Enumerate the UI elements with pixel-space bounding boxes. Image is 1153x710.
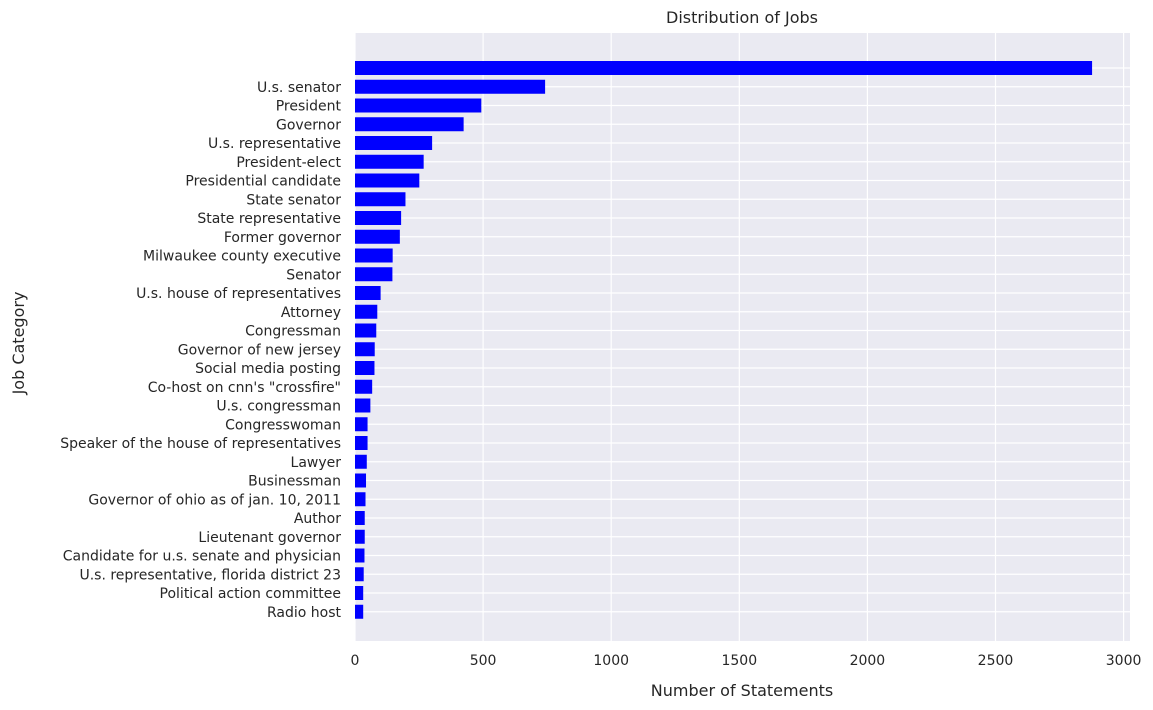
y-tick-label: State senator [246, 192, 341, 208]
y-tick-label: Senator [286, 267, 341, 283]
x-tick-label: 500 [470, 653, 497, 669]
bar [355, 323, 377, 338]
y-tick-label: President-elect [236, 155, 341, 171]
y-tick-label: Milwaukee county executive [143, 249, 341, 265]
bar [355, 192, 406, 207]
bar [355, 229, 400, 244]
y-tick-label: Governor [276, 117, 341, 133]
bar [355, 211, 402, 225]
bar [355, 117, 464, 132]
bar [355, 548, 365, 563]
y-tick-label: Governor of ohio as of jan. 10, 2011 [88, 492, 341, 508]
y-tick-label: State representative [197, 211, 341, 227]
y-tick-label: Lawyer [291, 455, 342, 471]
bar [355, 267, 393, 282]
y-tick-label: U.s. house of representatives [136, 286, 341, 302]
y-tick-label: Lieutenant governor [198, 530, 341, 546]
y-tick-label: U.s. congressman [216, 399, 341, 415]
y-tick-label: Speaker of the house of representatives [60, 436, 341, 452]
bar [355, 604, 364, 619]
bar [355, 286, 381, 300]
bar [355, 511, 365, 525]
x-axis-label: Number of Statements [651, 681, 833, 700]
y-tick-label: Former governor [224, 230, 341, 246]
bar [355, 154, 424, 169]
y-tick-label: President [276, 99, 342, 115]
x-tick-label: 1000 [593, 653, 629, 669]
chart-title: Distribution of Jobs [666, 8, 818, 27]
y-tick-label: U.s. representative [208, 136, 341, 152]
bar [355, 454, 367, 469]
x-tick-label: 2500 [978, 653, 1014, 669]
bar [355, 379, 373, 394]
bar [355, 98, 482, 113]
y-tick-label: Author [294, 511, 341, 527]
bar [355, 586, 364, 600]
y-tick-label: U.s. senator [257, 80, 341, 96]
x-tick-label: 1500 [721, 653, 757, 669]
bar [355, 492, 366, 507]
y-tick-label: Candidate for u.s. senate and physician [63, 549, 341, 565]
bar [355, 136, 433, 150]
y-tick-label: Attorney [281, 305, 341, 321]
y-tick-label: Congresswoman [225, 417, 341, 433]
y-tick-label: Social media posting [195, 361, 341, 377]
y-tick-label: Governor of new jersey [178, 342, 341, 358]
y-tick-label: U.s. representative, florida district 23 [79, 567, 341, 583]
x-tick-label: 3000 [1106, 653, 1142, 669]
bar [355, 417, 368, 432]
y-tick-label: Radio host [267, 605, 342, 621]
bar [355, 79, 546, 94]
bar [355, 173, 420, 188]
y-tick-label: Presidential candidate [185, 174, 341, 190]
y-tick-label: Political action committee [160, 586, 341, 602]
x-tick-labels: 0 500 1000 1500 2000 2500 3000 [351, 653, 1142, 669]
bar [355, 436, 368, 450]
bar [355, 248, 393, 263]
x-tick-label: 2000 [850, 653, 886, 669]
y-tick-label: Businessman [248, 474, 341, 490]
bar [355, 361, 375, 375]
bar [355, 304, 378, 319]
bar [355, 61, 1093, 75]
y-tick-label: Co-host on cnn's "crossfire" [148, 380, 341, 396]
bar [355, 567, 364, 582]
bar [355, 398, 371, 413]
y-tick-labels: U.s. senator President Governor U.s. repres… [60, 80, 341, 621]
bars [355, 61, 1093, 619]
plot-background [355, 33, 1130, 641]
bar [355, 473, 367, 488]
x-tick-label: 0 [351, 653, 360, 669]
bar [355, 529, 365, 544]
bar [355, 342, 375, 357]
y-axis-label: Job Category [9, 292, 28, 396]
y-tick-label: Congressman [245, 324, 341, 340]
